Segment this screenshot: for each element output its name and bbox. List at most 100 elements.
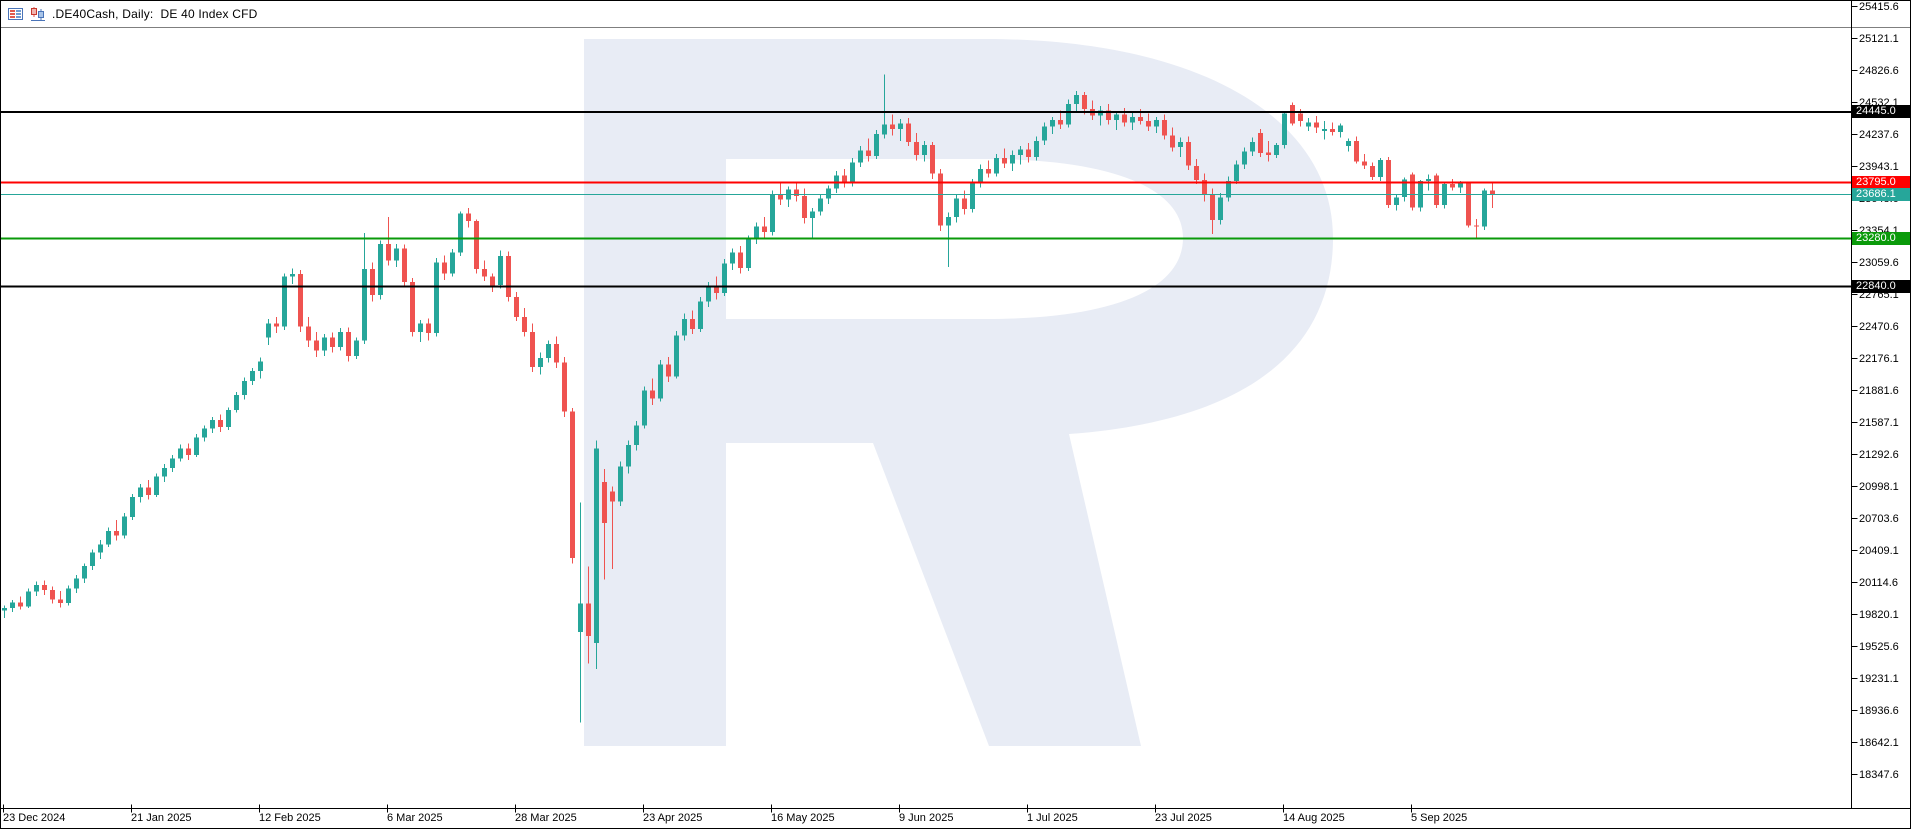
candle-down: [1370, 165, 1375, 178]
candle-down: [1002, 158, 1007, 164]
candle-down: [1186, 141, 1191, 166]
candle-up: [394, 248, 399, 261]
candle-down: [402, 248, 407, 282]
candle-down: [426, 323, 431, 334]
candle-up: [746, 239, 751, 268]
candle-down: [346, 332, 351, 356]
candle-down: [1210, 195, 1215, 221]
candle-down: [42, 585, 47, 591]
candle-up: [34, 585, 39, 592]
candle-down: [906, 123, 911, 142]
date-tick-label: 21 Jan 2025: [131, 812, 192, 824]
date-tick-label: 23 Apr 2025: [643, 812, 703, 824]
candle-up: [1274, 145, 1279, 155]
candle-down: [1474, 225, 1479, 227]
candle-down: [1258, 133, 1263, 153]
price-tick-label: 24826.6: [1859, 64, 1899, 77]
candle-up: [234, 395, 239, 411]
candle-up: [858, 150, 863, 163]
candle-down: [186, 448, 191, 455]
candle-down: [1330, 128, 1335, 133]
candle-down: [482, 269, 487, 277]
candle-down: [610, 491, 615, 502]
candle-down: [1082, 95, 1087, 110]
candle-up: [66, 588, 71, 604]
candle-up: [82, 566, 87, 579]
candle-up: [1426, 178, 1431, 181]
candle-down: [666, 364, 671, 377]
chart-title: .DE40Cash, Daily: DE 40 Index CFD: [52, 7, 258, 21]
candle-up: [546, 344, 551, 359]
price-tick-label: 21292.6: [1859, 448, 1899, 461]
candle-down: [50, 590, 55, 600]
candle-down: [1450, 184, 1455, 188]
candle-up: [818, 198, 823, 212]
candle-up: [754, 226, 759, 240]
candle-up: [1306, 122, 1311, 127]
chart-caption: .DE40Cash, Daily: DE 40 Index CFD: [1, 1, 258, 27]
candle-up: [1242, 151, 1247, 165]
candle-up: [770, 194, 775, 232]
candle-down: [714, 286, 719, 293]
candle-down: [1434, 175, 1439, 205]
candle-down: [690, 319, 695, 329]
candle-up: [970, 183, 975, 210]
candle-up: [194, 437, 199, 455]
candle-down: [1466, 183, 1471, 226]
broker-watermark-icon: [584, 39, 1333, 746]
candle-up: [538, 358, 543, 367]
market-watch-icon: [8, 8, 23, 20]
price-tick-label: 24237.6: [1859, 128, 1899, 141]
candle-down: [218, 420, 223, 428]
candle-up: [698, 301, 703, 329]
candle-down: [1314, 122, 1319, 128]
candle-down: [1122, 114, 1127, 123]
candle-up: [994, 158, 999, 174]
date-tick-label: 12 Feb 2025: [259, 812, 321, 824]
candle-up: [578, 603, 583, 632]
candle-up: [26, 591, 31, 607]
price-tick-label: 23059.6: [1859, 256, 1899, 269]
candle-down: [938, 173, 943, 226]
candle-down: [1410, 174, 1415, 208]
candle-up: [1378, 159, 1383, 178]
candle-up: [258, 361, 263, 372]
candle-up: [1114, 114, 1119, 121]
candle-up: [922, 145, 927, 155]
candle-down: [18, 602, 23, 607]
candle-up: [1066, 103, 1071, 125]
price-tick-label: 25121.1: [1859, 32, 1899, 45]
candle-down: [842, 175, 847, 184]
candle-up: [170, 458, 175, 468]
candle-up: [1402, 179, 1407, 198]
price-tick-label: 22176.1: [1859, 352, 1899, 365]
candle-down: [1058, 120, 1063, 125]
date-tick-label: 9 Jun 2025: [899, 812, 954, 824]
date-tick-label: 14 Aug 2025: [1283, 812, 1345, 824]
candle-down: [586, 603, 591, 637]
candle-up: [178, 448, 183, 459]
price-tick-label: 18347.6: [1859, 768, 1899, 781]
candle-up: [1218, 197, 1223, 221]
price-tick-label: 20703.6: [1859, 512, 1899, 525]
candle-up: [1034, 140, 1039, 158]
candle-up: [450, 252, 455, 274]
candle-up: [978, 169, 983, 184]
candle-down: [778, 194, 783, 200]
price-tick-label: 20998.1: [1859, 480, 1899, 493]
candle-down: [306, 326, 311, 341]
candle-down: [114, 530, 119, 536]
candle-up: [242, 380, 247, 395]
candle-up: [1322, 128, 1327, 131]
candle-up: [210, 420, 215, 429]
candle-down: [1266, 152, 1271, 155]
date-tick-label: 23 Jul 2025: [1155, 812, 1212, 824]
candle-up: [266, 323, 271, 338]
candle-up: [226, 410, 231, 427]
candle-up: [674, 335, 679, 377]
candle-up: [874, 134, 879, 156]
candle-down: [1290, 104, 1295, 124]
candle-down: [386, 244, 391, 261]
